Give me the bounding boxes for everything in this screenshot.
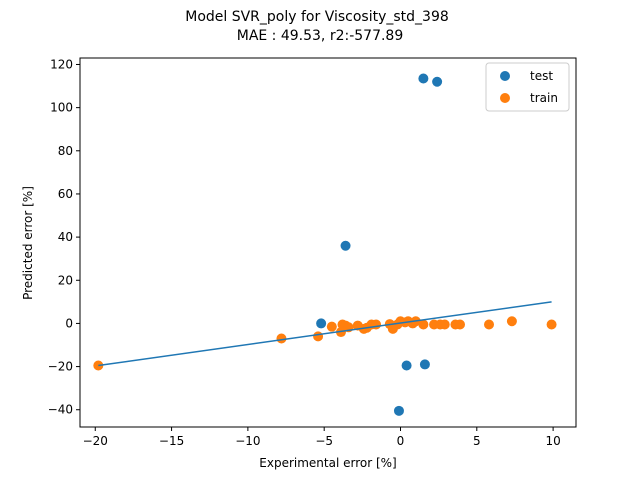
y-tick-label: −20 <box>48 360 73 374</box>
point-train <box>371 319 382 330</box>
x-tick-label: −15 <box>159 434 184 448</box>
y-tick-label: 20 <box>58 273 73 287</box>
point-train <box>546 319 557 330</box>
legend-label-test: test <box>530 69 553 83</box>
x-axis-label: Experimental error [%] <box>259 456 396 470</box>
point-train <box>439 319 450 330</box>
x-tick-label: 5 <box>473 434 481 448</box>
y-tick-label: 0 <box>65 316 73 330</box>
point-train <box>506 316 517 327</box>
point-test <box>316 318 327 329</box>
point-test <box>393 405 404 416</box>
y-tick-label: 80 <box>58 144 73 158</box>
chart-subtitle: MAE : 49.53, r2:-577.89 <box>237 28 404 44</box>
legend-marker-train <box>500 93 510 103</box>
point-train <box>418 319 429 330</box>
y-axis-label: Predicted error [%] <box>21 186 35 300</box>
axes-frame <box>79 57 577 428</box>
point-test <box>419 359 430 370</box>
chart-title: Model SVR_poly for Viscosity_std_398 <box>185 9 449 25</box>
y-tick-label: 60 <box>58 187 73 201</box>
y-tick-label: 100 <box>50 101 73 115</box>
point-test <box>418 73 429 84</box>
x-tick-label: −5 <box>315 434 333 448</box>
y-tick-label: 40 <box>58 230 73 244</box>
x-tick-label: 10 <box>545 434 560 448</box>
point-train <box>276 333 287 344</box>
x-tick-label: 0 <box>397 434 405 448</box>
point-test <box>340 240 351 251</box>
point-test <box>432 76 443 87</box>
legend-marker-test <box>500 71 510 81</box>
point-test <box>401 360 412 371</box>
x-tick-label: −20 <box>83 434 108 448</box>
legend-label-train: train <box>530 91 558 105</box>
y-tick-label: −40 <box>48 403 73 417</box>
fit-line <box>98 301 552 367</box>
plot-area: −20 −15 −10 −5 0 5 10 −40 −20 0 20 40 60 80 100 120 <box>48 57 577 448</box>
point-train <box>313 331 324 342</box>
y-tick-label: 120 <box>50 57 73 71</box>
point-train <box>326 321 337 332</box>
x-tick-label: −10 <box>235 434 260 448</box>
point-train <box>455 319 466 330</box>
legend: test train <box>485 62 570 112</box>
point-train <box>484 319 495 330</box>
